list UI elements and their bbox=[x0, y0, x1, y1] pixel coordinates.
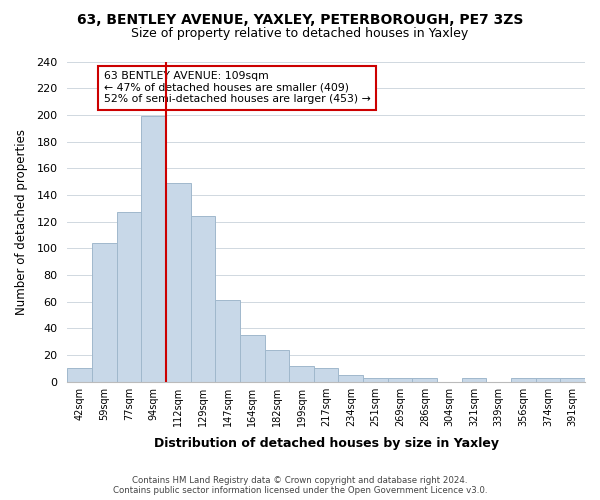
Bar bbox=[67, 368, 92, 382]
Text: 63, BENTLEY AVENUE, YAXLEY, PETERBOROUGH, PE7 3ZS: 63, BENTLEY AVENUE, YAXLEY, PETERBOROUGH… bbox=[77, 12, 523, 26]
Text: 63 BENTLEY AVENUE: 109sqm
← 47% of detached houses are smaller (409)
52% of semi: 63 BENTLEY AVENUE: 109sqm ← 47% of detac… bbox=[104, 71, 370, 104]
Bar bbox=[363, 378, 388, 382]
Bar bbox=[314, 368, 338, 382]
Bar bbox=[560, 378, 585, 382]
Text: Size of property relative to detached houses in Yaxley: Size of property relative to detached ho… bbox=[131, 28, 469, 40]
Bar bbox=[141, 116, 166, 382]
Text: Contains HM Land Registry data © Crown copyright and database right 2024.
Contai: Contains HM Land Registry data © Crown c… bbox=[113, 476, 487, 495]
Bar bbox=[388, 378, 412, 382]
Bar bbox=[191, 216, 215, 382]
Bar bbox=[215, 300, 240, 382]
Bar bbox=[462, 378, 487, 382]
Y-axis label: Number of detached properties: Number of detached properties bbox=[15, 128, 28, 314]
Bar bbox=[166, 183, 191, 382]
Bar bbox=[289, 366, 314, 382]
Bar bbox=[536, 378, 560, 382]
Bar bbox=[265, 350, 289, 382]
X-axis label: Distribution of detached houses by size in Yaxley: Distribution of detached houses by size … bbox=[154, 437, 499, 450]
Bar bbox=[412, 378, 437, 382]
Bar bbox=[511, 378, 536, 382]
Bar bbox=[338, 375, 363, 382]
Bar bbox=[240, 335, 265, 382]
Bar bbox=[116, 212, 141, 382]
Bar bbox=[92, 243, 116, 382]
